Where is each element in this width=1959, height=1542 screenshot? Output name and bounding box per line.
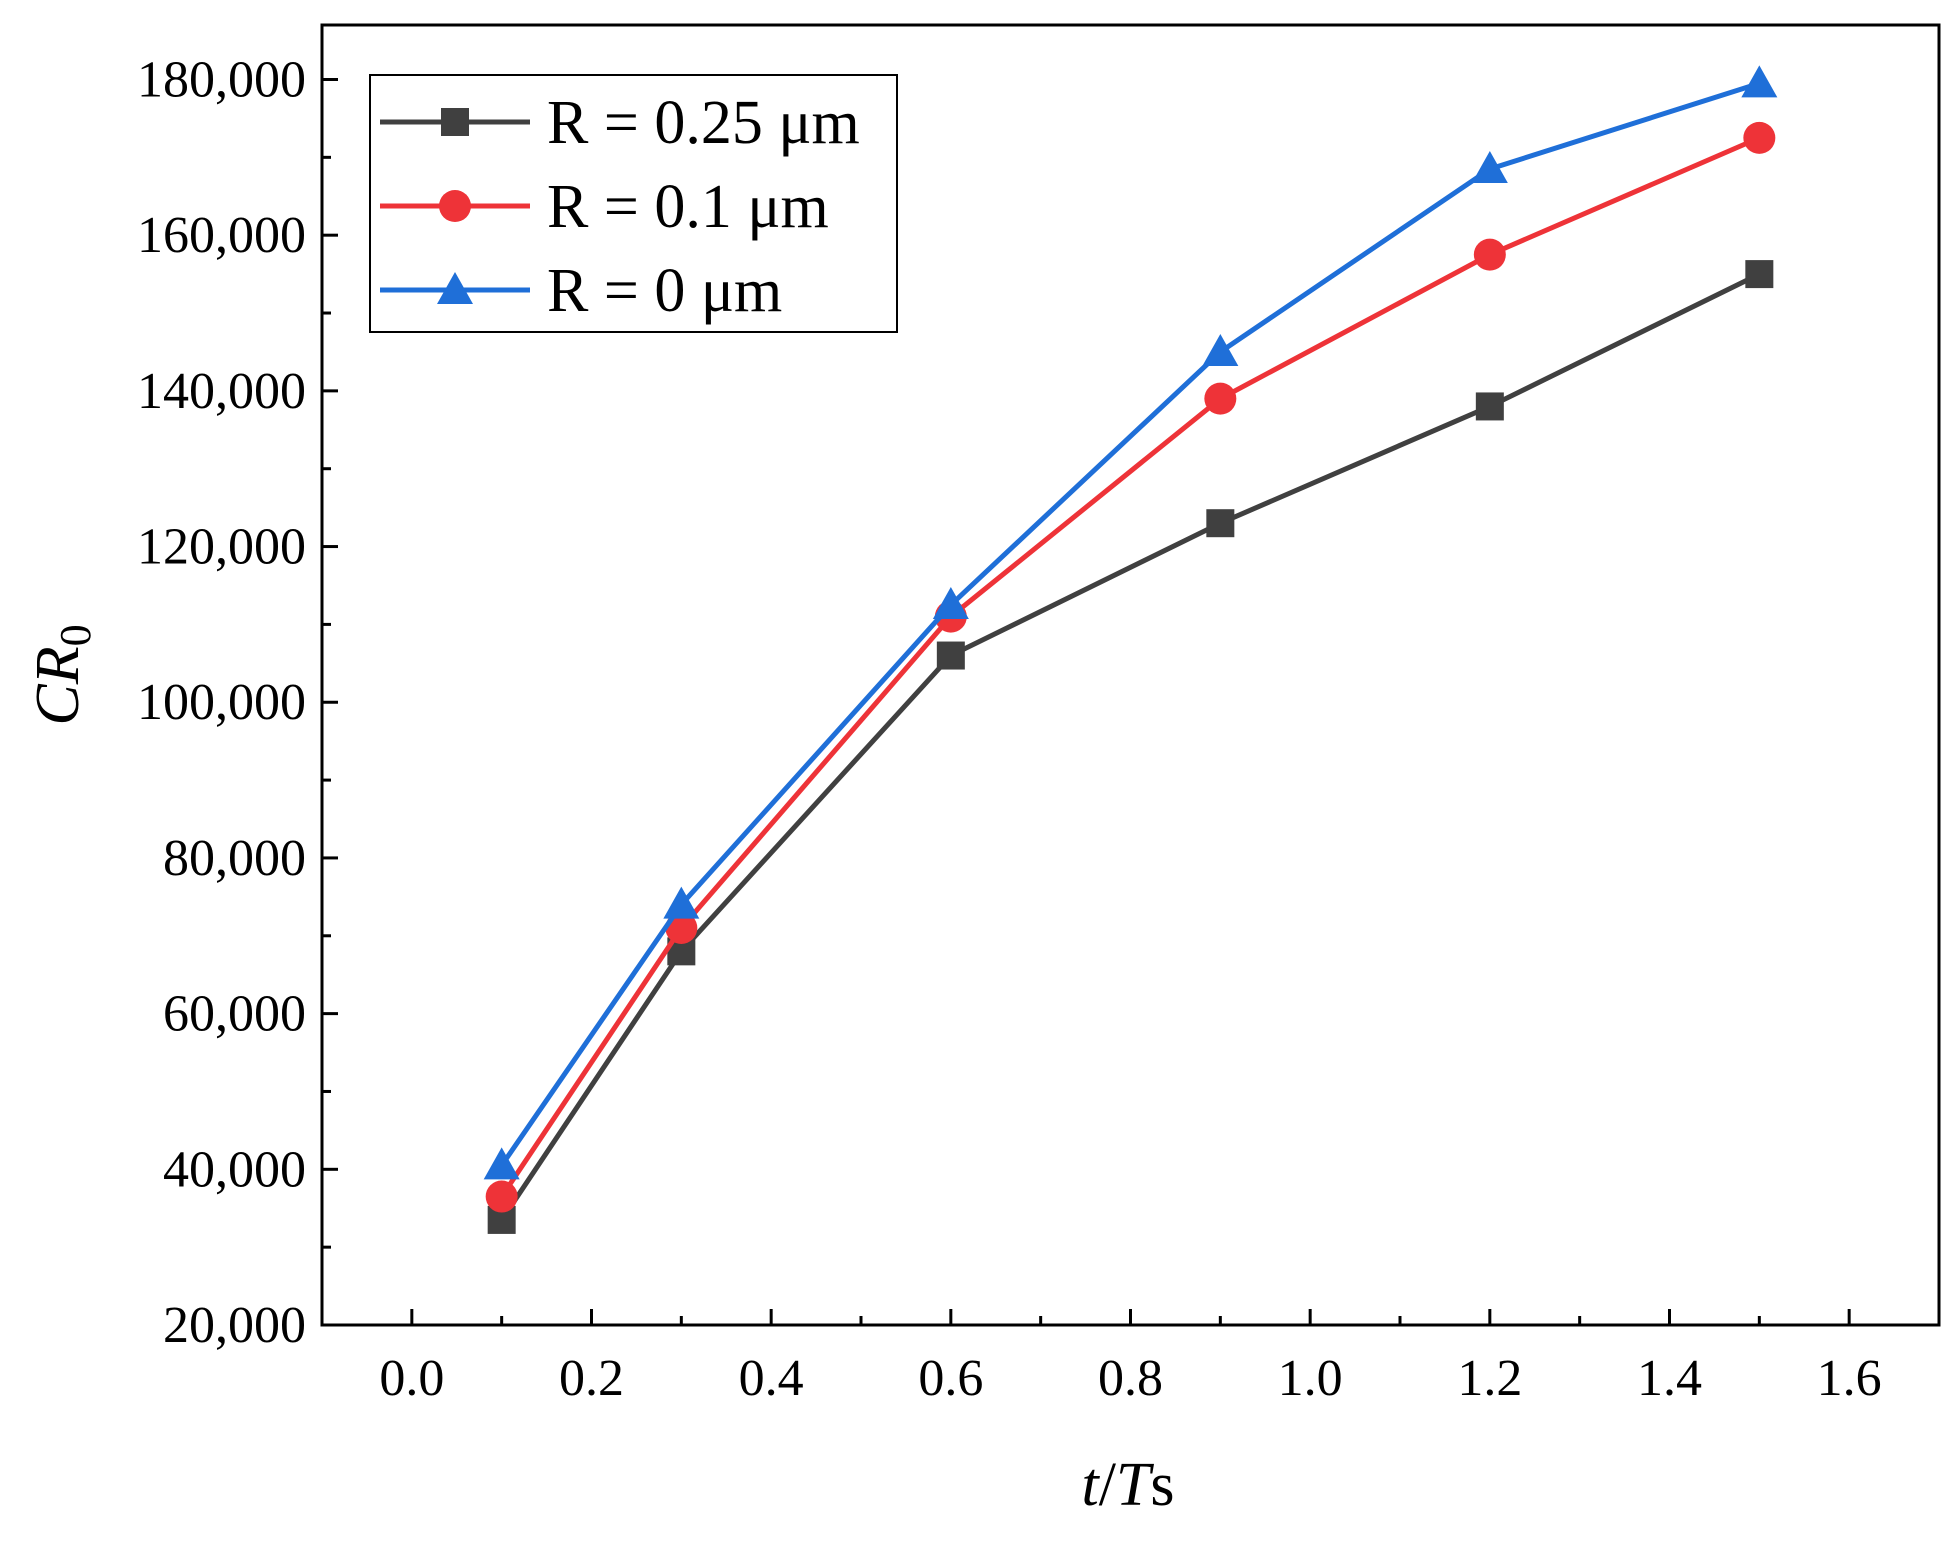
data-point-0-5: [1745, 260, 1774, 289]
x-tick-label: 0.6: [918, 1350, 983, 1407]
data-point-0-4: [1475, 392, 1504, 421]
data-point-0-3: [1206, 509, 1235, 538]
legend-label-0: R = 0.25 μm: [547, 89, 860, 157]
x-tick-label: 0.8: [1098, 1350, 1163, 1407]
legend-label-2: R = 0 μm: [547, 257, 782, 325]
legend-label-1: R = 0.1 μm: [547, 173, 829, 241]
y-tick-label: 40,000: [163, 1141, 306, 1198]
data-point-2-5: [1741, 65, 1778, 98]
data-point-1-3: [1204, 382, 1237, 415]
data-point-1-5: [1743, 121, 1776, 154]
data-point-2-4: [1471, 151, 1508, 184]
y-tick-label: 100,000: [137, 674, 306, 731]
x-tick-label: 1.6: [1817, 1350, 1882, 1407]
legend-marker-2: [437, 272, 473, 304]
x-tick-label: 0.4: [739, 1350, 804, 1407]
legend-marker-0: [441, 108, 469, 136]
legend: R = 0.25 μm R = 0.1 μm R = 0 μm: [369, 74, 898, 333]
y-tick-label: 20,000: [163, 1297, 306, 1354]
y-tick-label: 180,000: [137, 51, 306, 108]
y-tick-label: 80,000: [163, 830, 306, 887]
legend-marker-1: [439, 190, 471, 222]
series-layer: [483, 65, 1778, 1234]
x-axis-ticks: 0.0 0.2 0.4 0.6 0.8 1.0 1.2 1.4 1.6: [379, 1309, 1941, 1407]
series-line-1: [499, 135, 1761, 1198]
y-tick-label: 60,000: [163, 986, 306, 1043]
data-point-1-4: [1473, 238, 1506, 271]
y-axis-ticks: 20,000 40,000 60,000 80,000 100,000 120,000 14…: [137, 51, 338, 1354]
y-tick-label: 140,000: [137, 363, 306, 420]
series-line-0: [499, 271, 1761, 1222]
x-axis-title: t/Ts: [1081, 1451, 1174, 1519]
y-tick-label: 120,000: [137, 519, 306, 576]
data-point-0-2: [936, 641, 965, 670]
y-axis-title: CR0: [24, 624, 100, 725]
data-point-1-0: [485, 1180, 518, 1213]
x-tick-label: 1.2: [1457, 1350, 1522, 1407]
x-tick-label: 1.0: [1278, 1350, 1343, 1407]
y-tick-label: 160,000: [137, 207, 306, 264]
data-point-2-3: [1202, 333, 1239, 366]
data-point-2-0: [483, 1147, 520, 1180]
series-line-2: [499, 81, 1761, 1167]
x-tick-label: 0.0: [379, 1350, 444, 1407]
x-tick-label: 0.2: [559, 1350, 624, 1407]
data-point-2-1: [663, 886, 700, 919]
x-tick-label: 1.4: [1637, 1350, 1702, 1407]
data-point-2-2: [932, 586, 969, 619]
